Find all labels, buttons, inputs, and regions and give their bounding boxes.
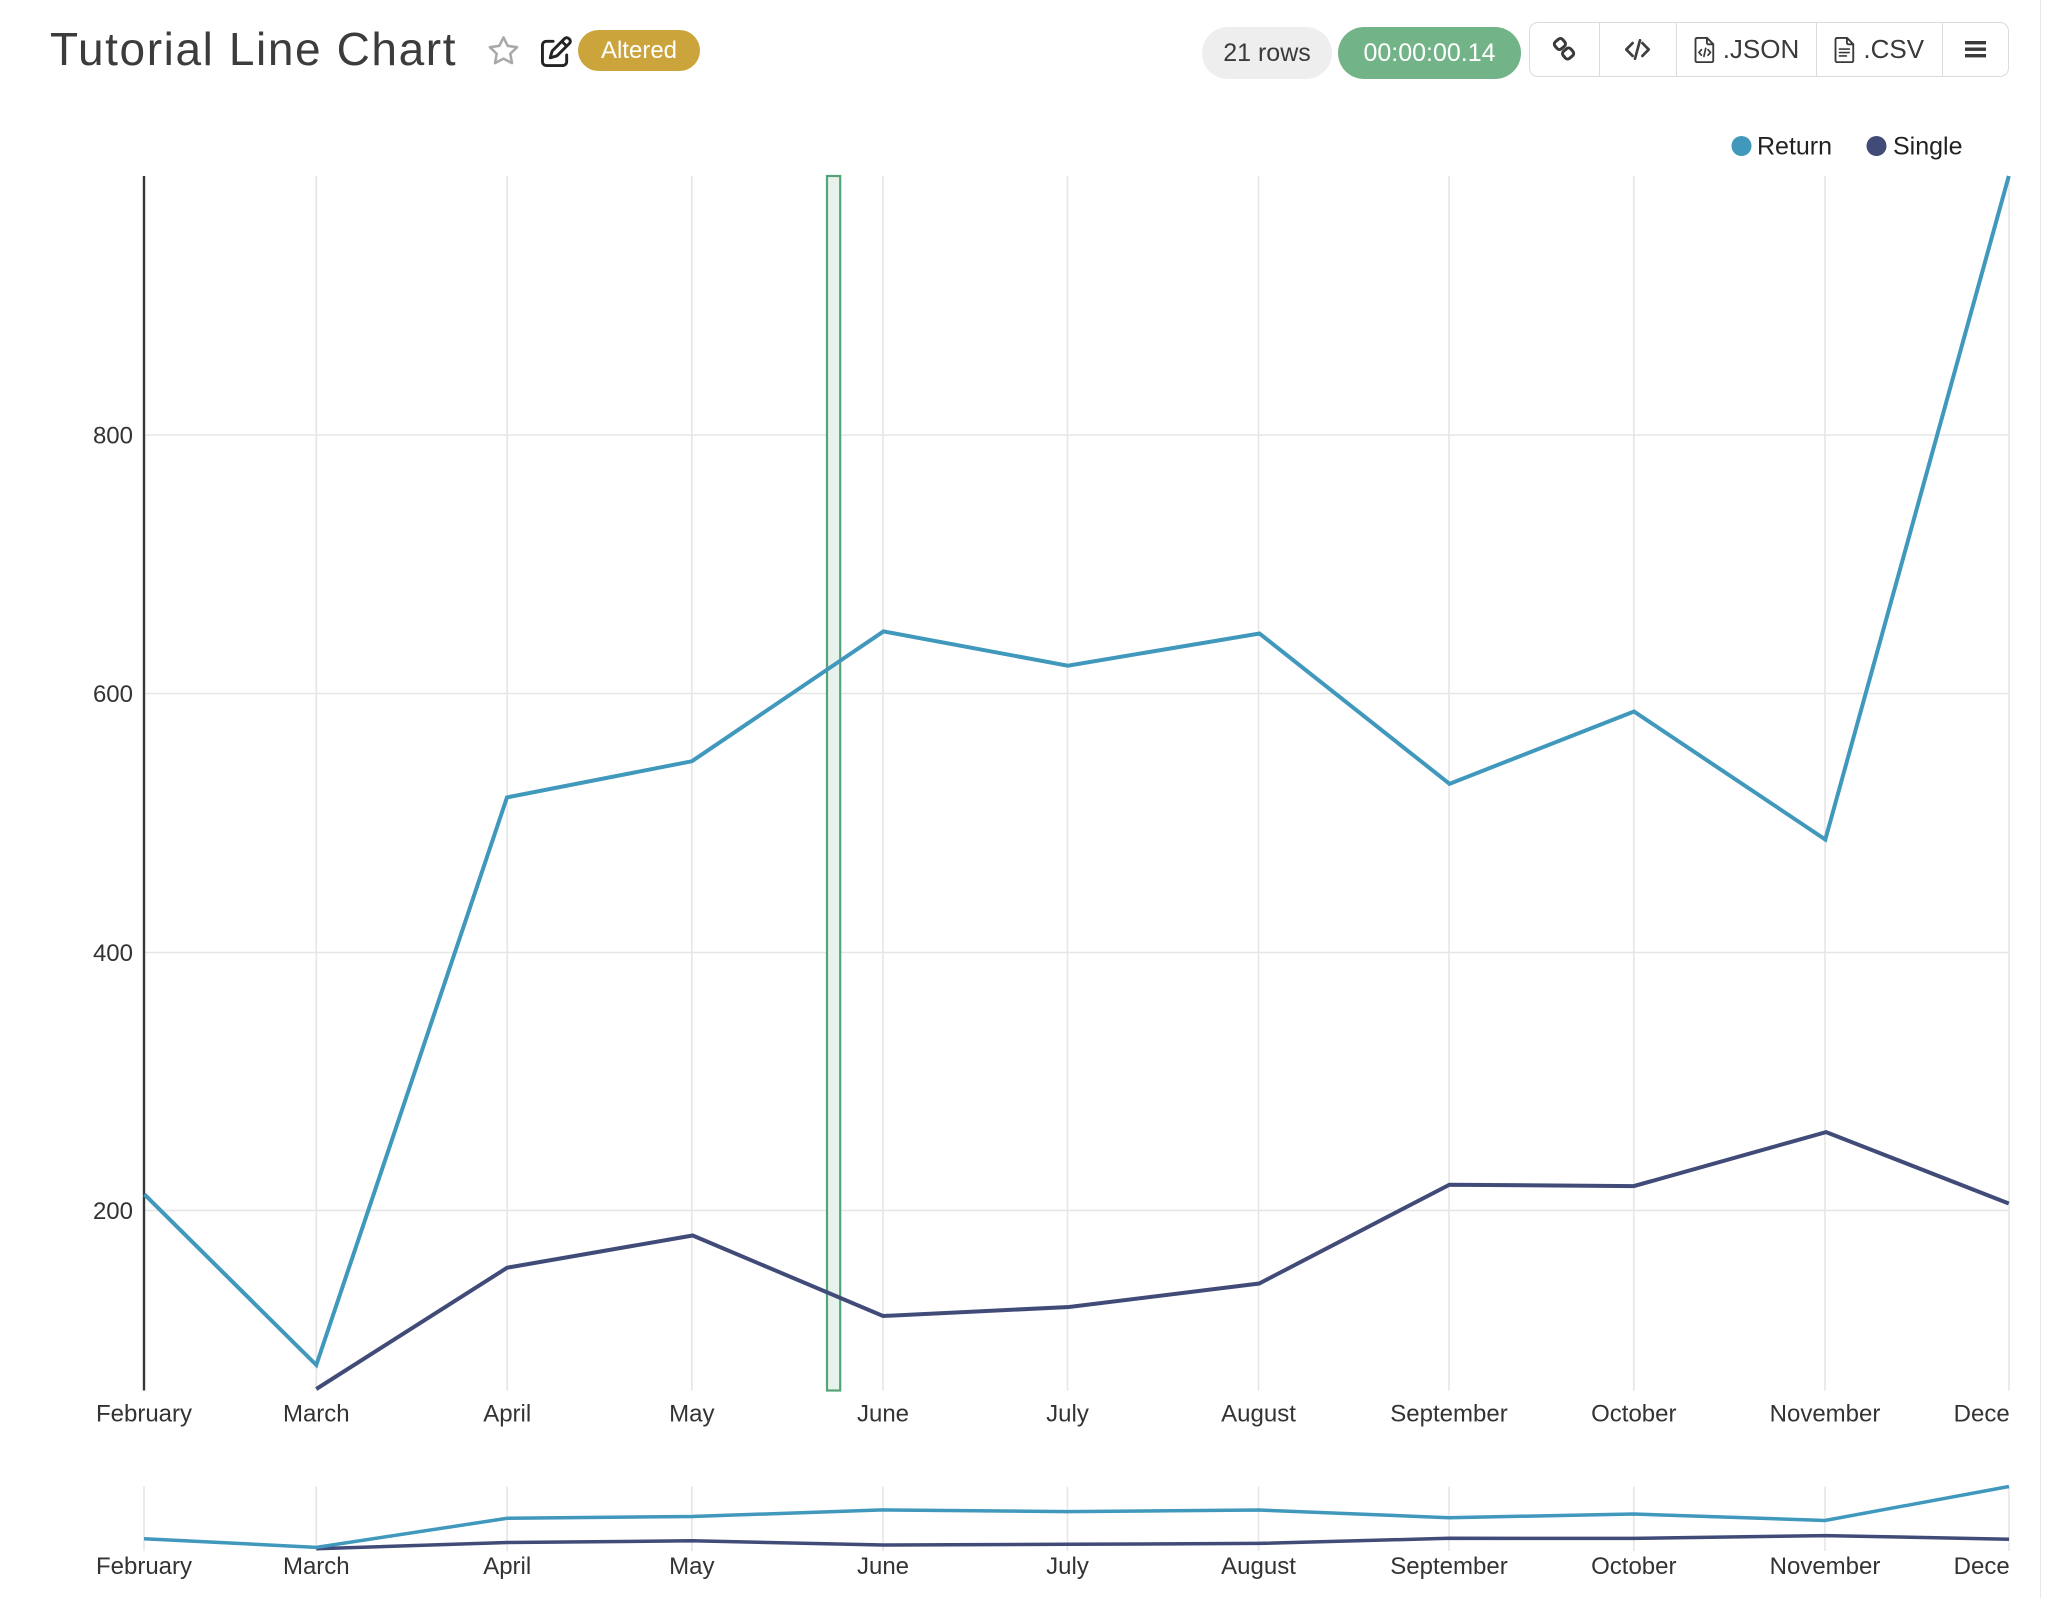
svg-text:September: September: [1390, 1553, 1507, 1580]
svg-text:June: June: [857, 1401, 909, 1428]
svg-text:March: March: [283, 1553, 350, 1580]
svg-text:November: November: [1770, 1401, 1881, 1428]
svg-text:October: October: [1591, 1401, 1676, 1428]
svg-text:August: August: [1221, 1553, 1296, 1580]
svg-text:May: May: [669, 1553, 714, 1580]
svg-text:December: December: [1954, 1401, 2011, 1428]
svg-text:May: May: [669, 1401, 714, 1428]
svg-text:November: November: [1770, 1553, 1881, 1580]
svg-text:June: June: [857, 1553, 909, 1580]
svg-text:400: 400: [93, 940, 133, 967]
svg-text:December: December: [1954, 1553, 2011, 1580]
svg-text:August: August: [1221, 1401, 1296, 1428]
svg-text:600: 600: [93, 681, 133, 708]
svg-text:February: February: [96, 1553, 192, 1580]
svg-text:200: 200: [93, 1198, 133, 1225]
svg-text:February: February: [96, 1401, 192, 1428]
svg-text:March: March: [283, 1401, 350, 1428]
svg-text:July: July: [1046, 1401, 1089, 1428]
svg-text:July: July: [1046, 1553, 1089, 1580]
svg-text:Return: Return: [1757, 133, 1832, 161]
svg-text:Single: Single: [1893, 133, 1963, 161]
svg-text:October: October: [1591, 1553, 1676, 1580]
svg-text:800: 800: [93, 423, 133, 450]
svg-text:April: April: [483, 1401, 531, 1428]
svg-text:September: September: [1390, 1401, 1507, 1428]
svg-text:April: April: [483, 1553, 531, 1580]
